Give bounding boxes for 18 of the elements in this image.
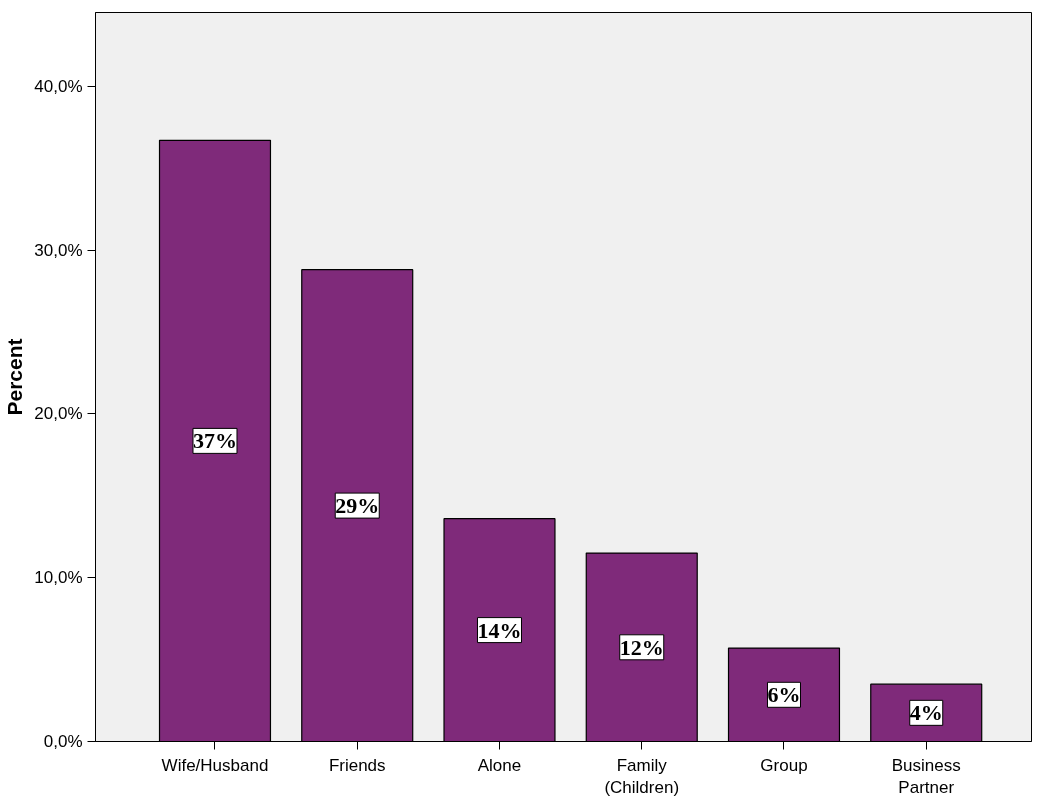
y-tick-label: 40,0% <box>34 76 83 96</box>
data-label: 29% <box>335 493 380 519</box>
y-tick-label: 20,0% <box>34 404 83 424</box>
x-tick-label: Friends <box>328 755 386 775</box>
y-axis-title: Percent <box>3 338 27 416</box>
data-label: 4% <box>909 700 943 726</box>
data-label: 14% <box>477 617 522 643</box>
y-tick-label: 30,0% <box>34 240 83 260</box>
data-label: 6% <box>767 682 801 708</box>
x-tick-label: Family (Children) <box>604 755 680 798</box>
x-tick-label: Group <box>760 755 808 775</box>
y-tick-label: 10,0% <box>34 568 83 588</box>
y-tick-label: 0,0% <box>43 732 83 751</box>
data-label: 12% <box>619 634 664 660</box>
data-label: 37% <box>192 428 237 454</box>
x-tick-label: Business Partner <box>891 755 961 798</box>
x-tick-label: Wife/Husband <box>161 755 269 775</box>
x-tick-label: Alone <box>477 755 522 775</box>
